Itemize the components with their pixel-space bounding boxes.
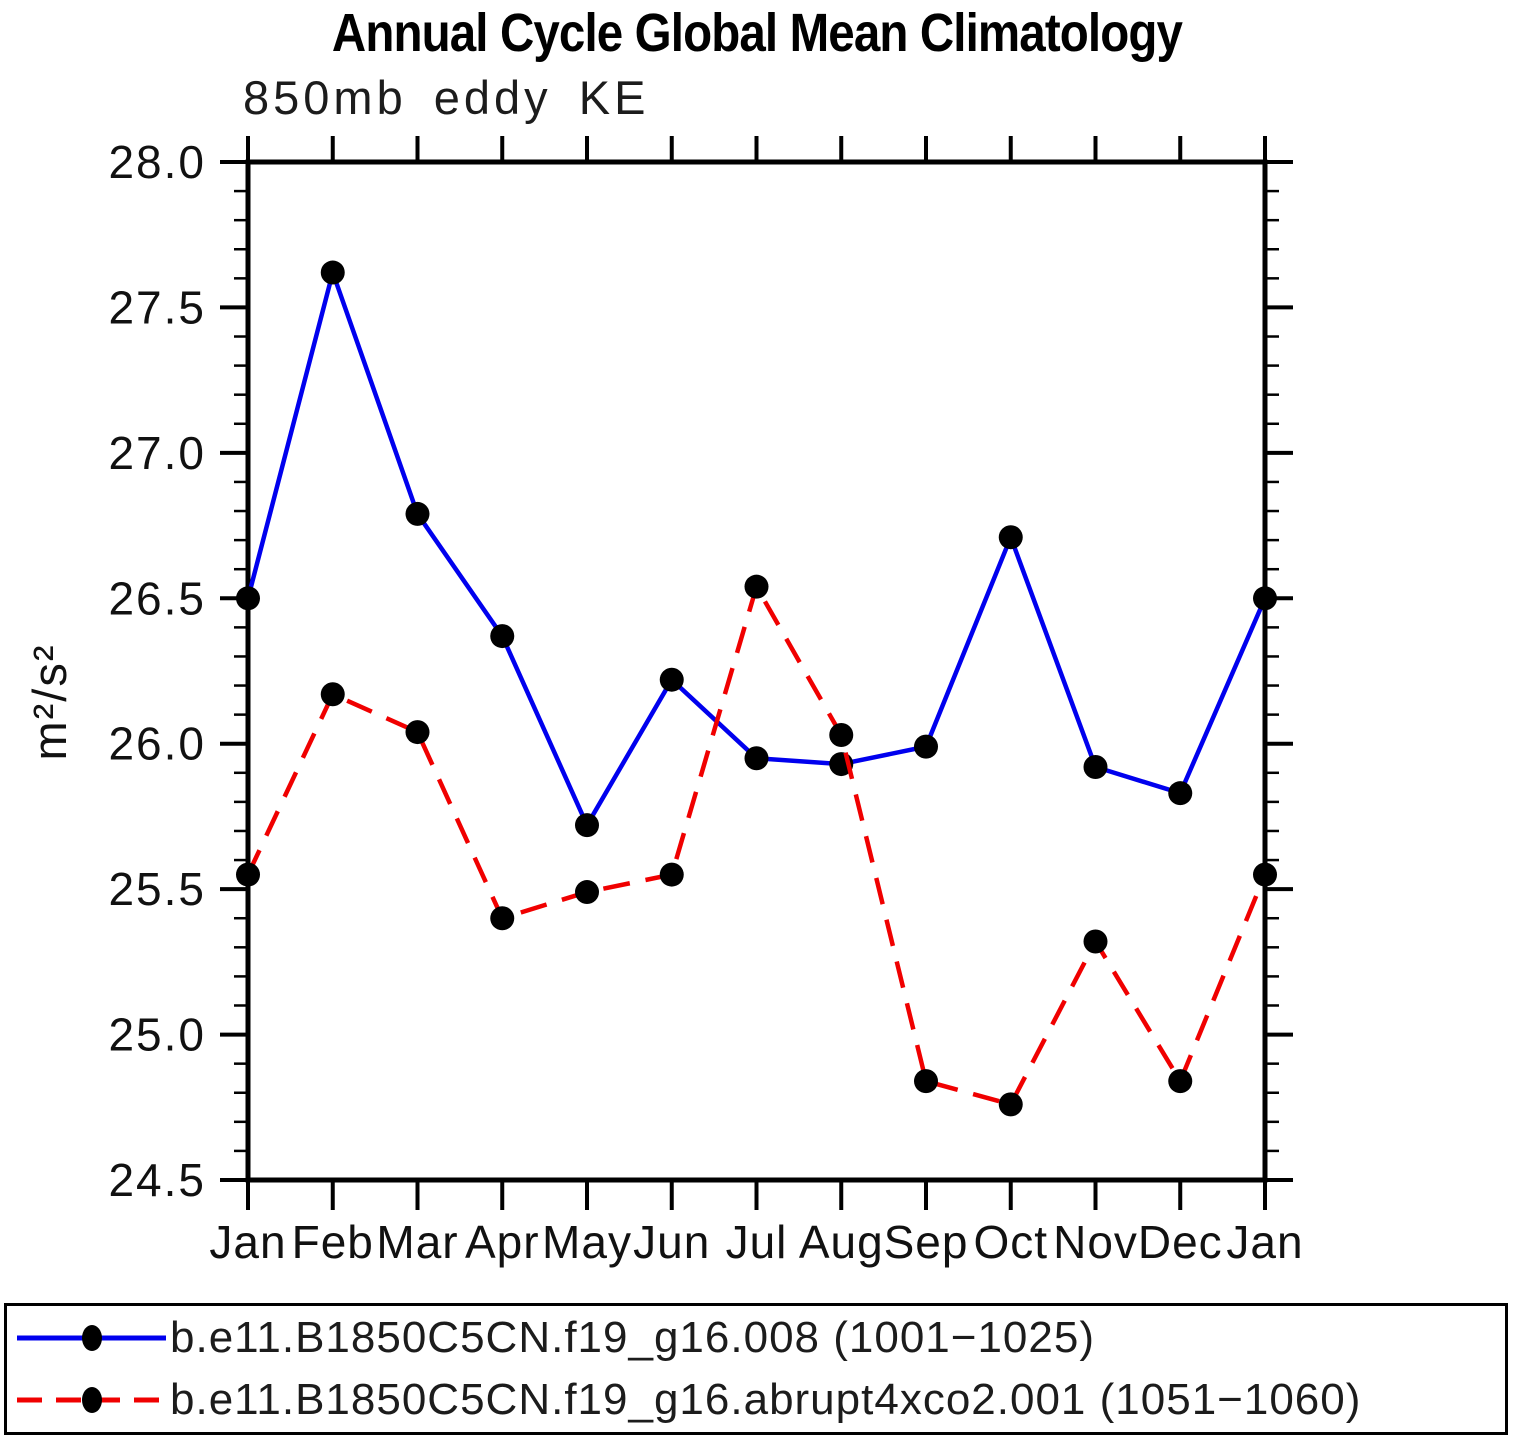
series-line-1	[245, 580, 1268, 1108]
svg-text:26.0: 26.0	[108, 718, 206, 770]
svg-text:Mar: Mar	[376, 1216, 458, 1268]
svg-text:Feb: Feb	[292, 1216, 374, 1268]
legend-entry-abrupt4xco2: b.e11.B1850C5CN.f19_g16.abrupt4xco2.001 …	[15, 1375, 1362, 1424]
svg-text:28.0: 28.0	[108, 136, 206, 188]
y-tick-labels: 28.0 27.5 27.0 26.5 26.0 25.5 25.0 24.5	[108, 136, 206, 1206]
svg-text:25.5: 25.5	[108, 863, 206, 915]
svg-text:Jan: Jan	[1226, 1216, 1303, 1268]
y-axis-label: m²/s²	[23, 643, 76, 760]
x-tick-labels: Jan Feb Mar Apr May Jun Jul Aug Sep Oct Nov Dec Jan	[209, 1216, 1303, 1268]
series-markers-1	[236, 574, 1277, 1117]
chart-title: Annual Cycle Global Mean Climatology	[331, 3, 1183, 63]
legend-label-control: b.e11.B1850C5CN.f19_g16.008 (1001−1025)	[170, 1313, 1095, 1362]
svg-text:Sep: Sep	[884, 1216, 969, 1268]
svg-text:24.5: 24.5	[108, 1154, 206, 1206]
svg-text:Nov: Nov	[1053, 1216, 1138, 1268]
chart-subtitle: 850mb eddy KE	[243, 71, 650, 124]
svg-text:27.5: 27.5	[108, 281, 206, 333]
svg-text:Jan: Jan	[209, 1216, 286, 1268]
svg-text:25.0: 25.0	[108, 1009, 206, 1061]
svg-text:Jul: Jul	[726, 1216, 788, 1268]
legend-label-abrupt4xco2: b.e11.B1850C5CN.f19_g16.abrupt4xco2.001 …	[170, 1375, 1362, 1424]
y-minor-ticks	[234, 189, 1279, 1153]
legend-swatch-dashed-line	[17, 1387, 166, 1413]
legend-entry-control: b.e11.B1850C5CN.f19_g16.008 (1001−1025)	[15, 1313, 1095, 1362]
svg-text:Jun: Jun	[633, 1216, 710, 1268]
svg-text:Aug: Aug	[799, 1216, 884, 1268]
svg-text:Dec: Dec	[1138, 1216, 1223, 1268]
series-line-0	[245, 264, 1268, 831]
series-markers-0	[236, 260, 1277, 838]
svg-text:27.0: 27.0	[108, 427, 206, 479]
y-major-ticks	[220, 160, 1293, 1182]
svg-text:Oct: Oct	[973, 1216, 1048, 1268]
svg-text:26.5: 26.5	[108, 572, 206, 624]
plot-frame	[245, 159, 1268, 1183]
x-axis-ticks	[246, 136, 1267, 1210]
svg-text:May: May	[542, 1216, 632, 1268]
legend: b.e11.B1850C5CN.f19_g16.008 (1001−1025) …	[4, 1303, 1508, 1435]
legend-swatch-solid-line	[17, 1325, 166, 1351]
svg-text:Apr: Apr	[465, 1216, 540, 1268]
